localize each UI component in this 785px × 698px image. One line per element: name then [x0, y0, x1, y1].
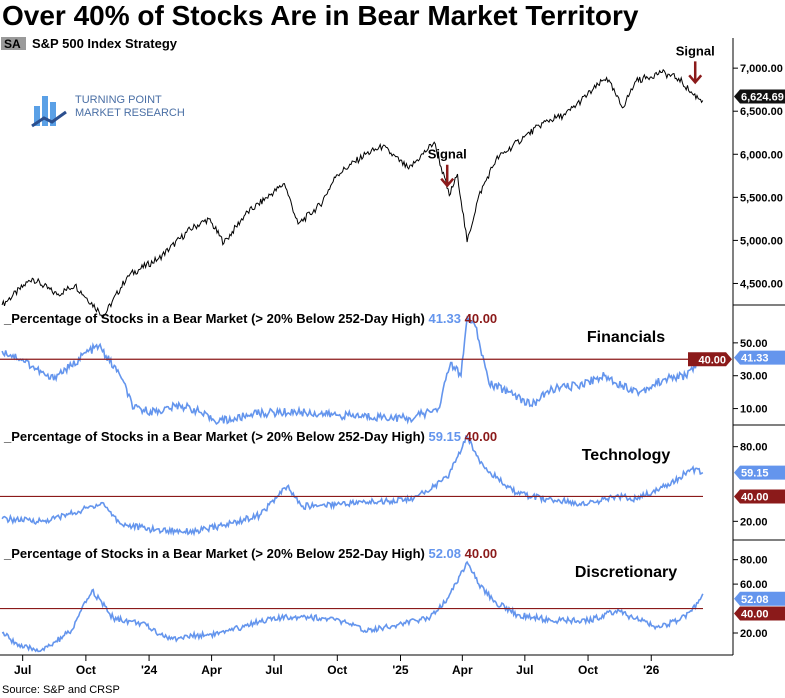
- threshold-label-bg: [734, 489, 785, 504]
- panel-label: Discretionary: [575, 564, 677, 581]
- logo-bar: [34, 106, 40, 126]
- y-tick-label: 80.00: [740, 442, 768, 454]
- logo-bar: [50, 102, 56, 126]
- threshold-label: 40.00: [698, 354, 726, 366]
- x-tick-label: Apr: [452, 663, 473, 677]
- x-tick-label: '25: [392, 663, 409, 677]
- source-note: Source: S&P and CRSP: [2, 684, 120, 696]
- legend-threshold-value: 40.00: [465, 429, 498, 444]
- signal-arrow-icon: [440, 164, 455, 188]
- logo-arrow-icon: [31, 110, 67, 128]
- y-tick-label: 80.00: [740, 555, 768, 567]
- y-tick-label: 10.00: [740, 404, 768, 416]
- x-tick-label: Oct: [327, 663, 347, 677]
- last-value-label-bg: [734, 591, 785, 606]
- pct-bear-line: [1, 314, 704, 426]
- legend-last-value: 52.08: [428, 546, 464, 561]
- x-tick-label: '24: [141, 663, 158, 677]
- threshold-label: 40.00: [741, 609, 769, 621]
- legend-last-value: 41.33: [428, 311, 464, 326]
- x-tick-label: Oct: [76, 663, 96, 677]
- x-tick-label: Jul: [265, 663, 282, 677]
- logo-line1: TURNING POINT: [75, 94, 162, 106]
- x-tick-label: Apr: [201, 663, 222, 677]
- panel-legend: _Percentage of Stocks in a Bear Market (…: [3, 311, 497, 326]
- legend-label: _Percentage of Stocks in a Bear Market (…: [3, 546, 428, 561]
- y-tick-label: 60.00: [740, 579, 768, 591]
- y-tick-label: 5,500.00: [740, 192, 783, 204]
- logo-line2: MARKET RESEARCH: [75, 107, 185, 119]
- y-tick-label: 4,500.00: [740, 278, 783, 290]
- threshold-label-bg: [688, 352, 732, 367]
- last-value-label-bg: [734, 465, 785, 480]
- last-value-label: 52.08: [741, 594, 769, 606]
- legend-label: _Percentage of Stocks in a Bear Market (…: [3, 429, 428, 444]
- y-tick-label: 20.00: [740, 516, 768, 528]
- y-tick-label: 7,000.00: [740, 63, 783, 75]
- x-tick-label: Oct: [578, 663, 598, 677]
- signal-label: Signal: [676, 43, 715, 58]
- last-value-label-bg: [734, 89, 785, 104]
- x-tick-label: '26: [643, 663, 660, 677]
- chart-title: Over 40% of Stocks Are in Bear Market Te…: [2, 0, 639, 31]
- y-tick-label: 5,000.00: [740, 235, 783, 247]
- threshold-label: 40.00: [741, 491, 769, 503]
- panel-legend: _Percentage of Stocks in a Bear Market (…: [3, 429, 497, 444]
- last-value-label: 41.33: [741, 353, 769, 365]
- y-tick-label: 20.00: [740, 628, 768, 640]
- y-tick-label: 50.00: [740, 338, 768, 350]
- x-tick-label: Jul: [14, 663, 31, 677]
- last-value-label: 59.15: [741, 468, 769, 480]
- signal-label: Signal: [428, 147, 467, 162]
- threshold-label-bg: [734, 606, 785, 621]
- pct-bear-line: [1, 435, 704, 537]
- y-tick-label: 6,500.00: [740, 106, 783, 118]
- badge-bg: [1, 37, 26, 50]
- pct-bear-line: [1, 560, 704, 653]
- legend-label: S&P 500 Index Strategy: [32, 36, 178, 51]
- legend-label: _Percentage of Stocks in a Bear Market (…: [3, 311, 428, 326]
- panel-legend: _Percentage of Stocks in a Bear Market (…: [3, 546, 497, 561]
- y-tick-label: 6,000.00: [740, 149, 783, 161]
- legend-threshold-value: 40.00: [465, 546, 498, 561]
- last-value-label-bg: [734, 350, 785, 365]
- panel-label: Technology: [582, 447, 671, 464]
- logo-bar: [42, 96, 48, 126]
- legend-last-value: 59.15: [428, 429, 464, 444]
- legend-threshold-value: 40.00: [465, 311, 498, 326]
- panel-label: Financials: [587, 329, 665, 346]
- badge: SA: [4, 37, 21, 51]
- last-value-label: 6,624.69: [741, 91, 784, 103]
- x-tick-label: Jul: [516, 663, 533, 677]
- sp500-line: [1, 68, 704, 319]
- y-tick-label: 30.00: [740, 371, 768, 383]
- signal-arrow-icon: [688, 61, 703, 85]
